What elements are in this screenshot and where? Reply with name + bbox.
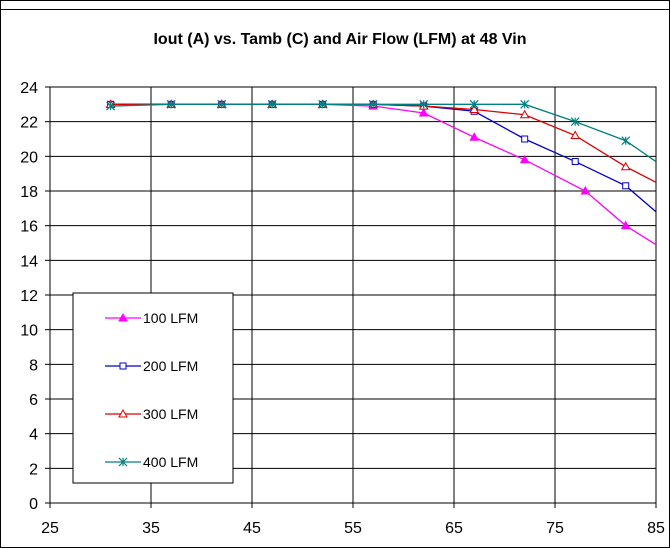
chart-title: Iout (A) vs. Tamb (C) and Air Flow (LFM)… [153, 31, 526, 48]
data-point [217, 99, 227, 109]
y-tick-label: 4 [29, 427, 38, 444]
data-point [118, 457, 128, 467]
x-tick-label: 75 [546, 520, 564, 537]
legend-item: 100 LFM [105, 310, 198, 326]
series-layer [105, 99, 657, 246]
y-tick-label: 16 [20, 219, 38, 236]
x-axis-ticks: 25 35 45 55 65 75 85 [41, 503, 665, 537]
data-point [106, 101, 116, 111]
data-point [580, 185, 591, 195]
data-point [118, 312, 128, 322]
series-line [110, 103, 657, 183]
y-tick-label: 8 [29, 357, 38, 374]
data-point [318, 99, 328, 109]
legend: 100 LFM 200 LFM 300 LFM 400 LFM [72, 292, 234, 484]
data-point [622, 182, 630, 190]
x-tick-label: 65 [445, 520, 463, 537]
y-tick-label: 14 [20, 253, 38, 270]
y-tick-label: 18 [20, 184, 38, 201]
top-border-strip [0, 0, 670, 10]
data-point [118, 408, 128, 418]
data-point [570, 130, 581, 140]
y-tick-label: 6 [29, 392, 38, 409]
data-point [418, 107, 429, 117]
series-300-lfm [105, 99, 657, 183]
legend-item: 400 LFM [105, 454, 198, 470]
legend-item: 200 LFM [105, 358, 198, 374]
legend-label: 400 LFM [143, 454, 198, 470]
data-point [519, 154, 530, 164]
data-point [469, 99, 479, 109]
y-tick-label: 12 [20, 288, 38, 305]
y-tick-label: 22 [20, 115, 38, 132]
y-tick-label: 24 [20, 80, 38, 97]
x-tick-label: 55 [344, 520, 362, 537]
y-tick-label: 0 [29, 496, 38, 513]
legend-box [72, 292, 234, 484]
y-tick-label: 20 [20, 149, 38, 166]
x-tick-label: 35 [142, 520, 160, 537]
x-tick-label: 45 [243, 520, 261, 537]
data-point [621, 136, 631, 146]
data-point [620, 161, 631, 171]
legend-label: 300 LFM [143, 406, 198, 422]
x-tick-label: 85 [647, 520, 665, 537]
data-point [419, 99, 429, 109]
y-tick-label: 2 [29, 461, 38, 478]
data-point [520, 99, 530, 109]
data-point [519, 109, 530, 119]
data-point [267, 99, 277, 109]
data-point [571, 158, 579, 166]
series-line [110, 103, 657, 246]
data-point [570, 117, 580, 127]
data-point [368, 99, 378, 109]
legend-item: 300 LFM [105, 406, 198, 422]
data-point [521, 135, 529, 143]
series-line [110, 103, 657, 163]
legend-label: 100 LFM [143, 310, 198, 326]
series-400-lfm [106, 99, 657, 163]
data-point [119, 362, 127, 370]
data-point [620, 220, 631, 230]
data-point [469, 132, 480, 141]
legend-label: 200 LFM [143, 358, 198, 374]
data-point [469, 104, 480, 114]
y-tick-label: 10 [20, 323, 38, 340]
x-tick-label: 25 [41, 520, 59, 537]
data-point [166, 99, 176, 109]
